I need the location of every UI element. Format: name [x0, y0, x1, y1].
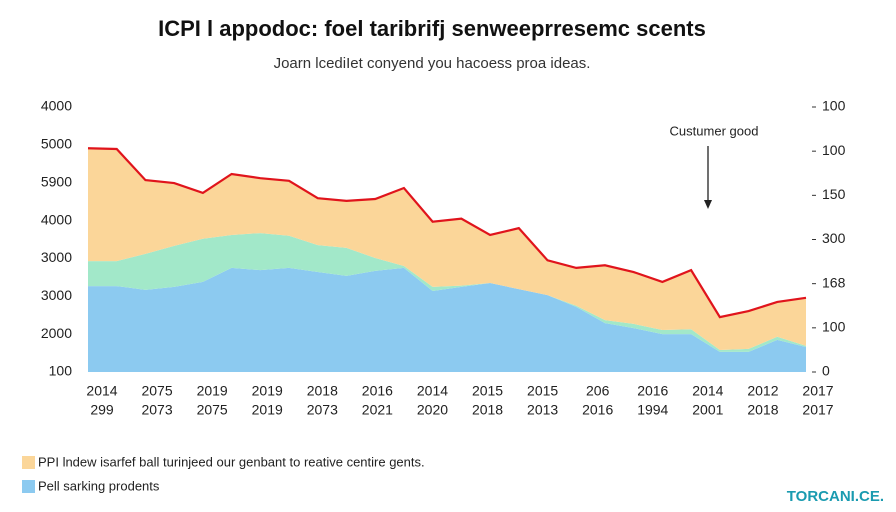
x-tick-label: 2001	[692, 402, 723, 418]
x-tick-label: 2021	[362, 402, 393, 418]
x-tick-label: 2015	[527, 383, 558, 399]
y2-tick-label: 300	[822, 230, 846, 246]
y-tick-label: 100	[49, 363, 73, 379]
x-tick-label: 2075	[141, 383, 172, 399]
y-tick-label: 4000	[41, 98, 72, 114]
y2-tick-label: 168	[822, 274, 846, 290]
area	[88, 233, 806, 352]
x-tick-label: 2014	[86, 383, 117, 399]
x-tick-label: 2018	[472, 402, 503, 418]
x-tick-label: 2018	[747, 402, 778, 418]
chart-title: ICPI l appodoc: foel taribrifj senweeprr…	[158, 16, 706, 41]
area	[88, 267, 806, 372]
y2-tick-label: 100	[822, 319, 846, 335]
x-tick-label: 2015	[472, 383, 503, 399]
x-tick-label: 2073	[141, 402, 172, 418]
x-tick-label: 2014	[692, 383, 723, 399]
y-tick-label: 3000	[41, 287, 72, 303]
x-tick-label: 206	[586, 383, 610, 399]
y-tick-label: 4000	[41, 211, 72, 227]
chart-subtitle: Joarn lcediIet conyend you hacoess proa …	[274, 55, 591, 72]
y2-tick-label: 100	[822, 98, 846, 114]
annotation-arrowhead	[704, 200, 712, 209]
y-tick-label: 2000	[41, 325, 72, 341]
x-tick-label: 2019	[197, 383, 228, 399]
legend-label: Pell sarking prodents	[38, 478, 160, 493]
x-tick-label: 2017	[802, 383, 833, 399]
annotation: Custumer good	[670, 123, 759, 138]
y2-tick-label: 100	[822, 142, 846, 158]
y-tick-label: 3000	[41, 249, 72, 265]
watermark: TORCANI.CE.	[787, 488, 884, 505]
x-tick-label: 2073	[307, 402, 338, 418]
x-tick-label: 1994	[637, 402, 668, 418]
y2-tick-label: 0	[822, 363, 830, 379]
x-tick-label: 2075	[197, 402, 228, 418]
x-tick-label: 2020	[417, 402, 448, 418]
x-tick-label: 2019	[252, 402, 283, 418]
x-tick-label: 299	[90, 402, 114, 418]
x-tick-label: 2013	[527, 402, 558, 418]
area	[88, 148, 806, 351]
x-tick-label: 2014	[417, 383, 448, 399]
x-tick-label: 2016	[582, 402, 613, 418]
y2-tick-label: 150	[822, 186, 846, 202]
x-tick-label: 2016	[637, 383, 668, 399]
top-line	[87, 147, 807, 319]
x-tick-label: 2019	[252, 383, 283, 399]
legend-label: PPI lndew isarfef ball turinjeed our gen…	[38, 454, 425, 469]
y-tick-label: 5900	[41, 173, 72, 189]
legend-swatch	[22, 456, 35, 469]
legend-swatch	[22, 480, 35, 493]
x-tick-label: 2018	[307, 383, 338, 399]
x-tick-label: 2016	[362, 383, 393, 399]
y-tick-label: 5000	[41, 136, 72, 152]
x-tick-label: 2012	[747, 383, 778, 399]
x-tick-label: 2017	[802, 402, 833, 418]
